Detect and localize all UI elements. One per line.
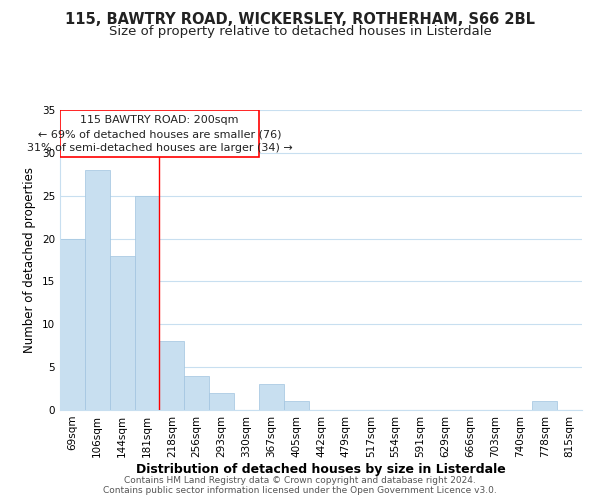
Text: 115, BAWTRY ROAD, WICKERSLEY, ROTHERHAM, S66 2BL: 115, BAWTRY ROAD, WICKERSLEY, ROTHERHAM,…	[65, 12, 535, 28]
Text: 31% of semi-detached houses are larger (34) →: 31% of semi-detached houses are larger (…	[26, 142, 292, 152]
Bar	[160, 342, 184, 410]
Bar	[209, 393, 234, 410]
Bar	[184, 376, 209, 410]
X-axis label: Distribution of detached houses by size in Listerdale: Distribution of detached houses by size …	[136, 462, 506, 475]
Bar	[259, 384, 284, 410]
Bar	[284, 402, 308, 410]
Text: Size of property relative to detached houses in Listerdale: Size of property relative to detached ho…	[109, 25, 491, 38]
Bar	[110, 256, 134, 410]
Y-axis label: Number of detached properties: Number of detached properties	[23, 167, 37, 353]
Bar	[60, 238, 85, 410]
Bar	[85, 170, 110, 410]
Bar	[134, 196, 160, 410]
Text: Contains HM Land Registry data © Crown copyright and database right 2024.: Contains HM Land Registry data © Crown c…	[124, 476, 476, 485]
Text: 115 BAWTRY ROAD: 200sqm: 115 BAWTRY ROAD: 200sqm	[80, 116, 239, 126]
Bar	[60, 110, 259, 157]
Bar	[532, 402, 557, 410]
Text: ← 69% of detached houses are smaller (76): ← 69% of detached houses are smaller (76…	[38, 130, 281, 140]
Text: Contains public sector information licensed under the Open Government Licence v3: Contains public sector information licen…	[103, 486, 497, 495]
